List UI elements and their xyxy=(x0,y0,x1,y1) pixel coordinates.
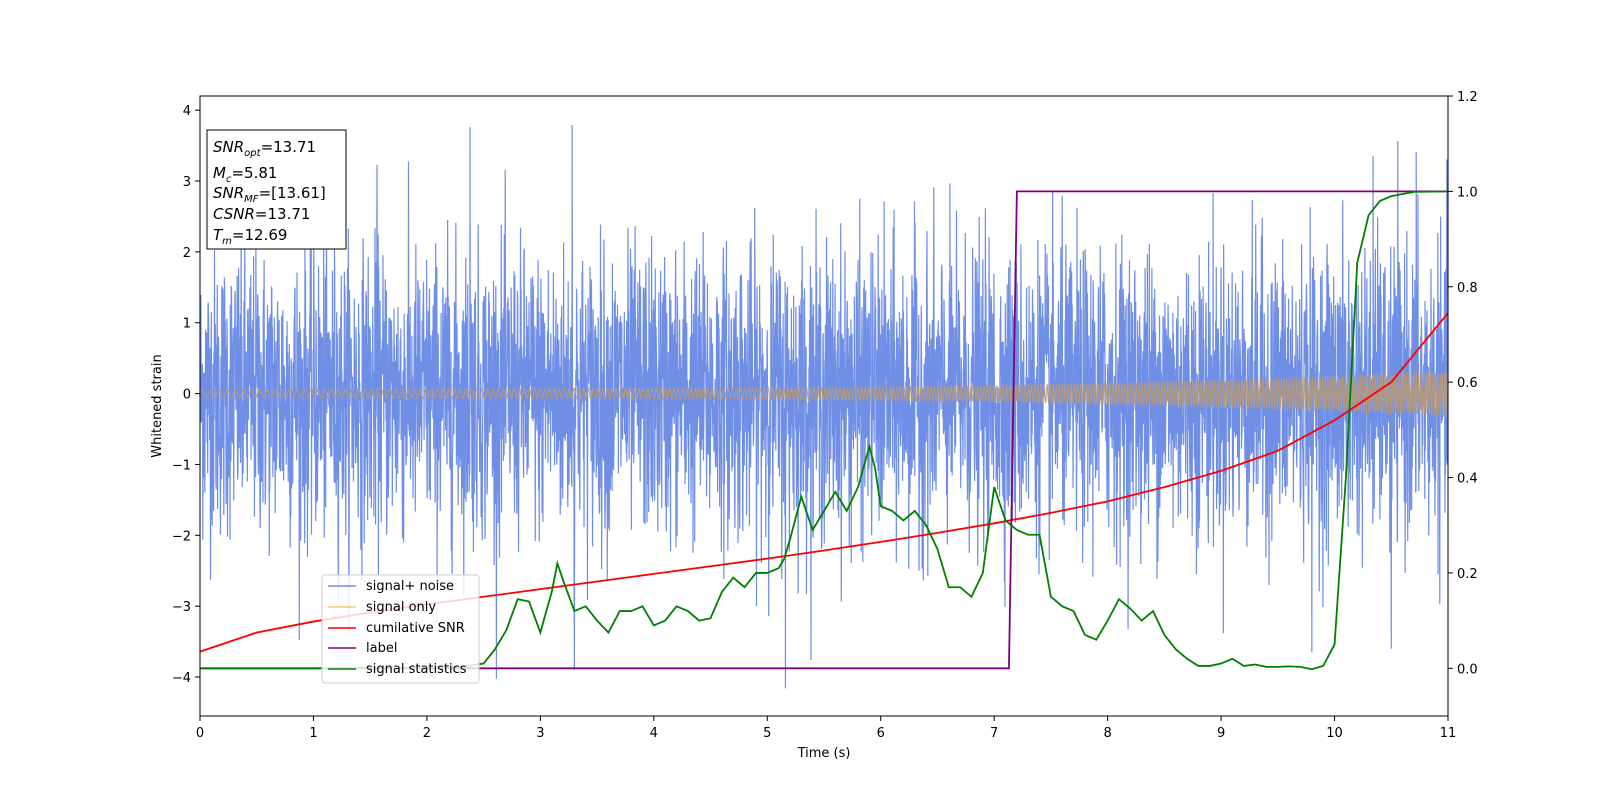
series-signal-statistics xyxy=(200,190,1448,671)
y-tick-label: 0 xyxy=(183,388,191,403)
annotation-snr-mf: SNRMF=[13.61] xyxy=(213,184,326,205)
legend-label-signal-only: signal only xyxy=(366,600,436,615)
x-tick-label: 8 xyxy=(1103,726,1111,741)
x-tick-label: 11 xyxy=(1440,726,1457,741)
y-tick-label: 1 xyxy=(183,317,191,332)
y2-tick-label: 0.6 xyxy=(1457,376,1478,391)
y-axis-ticks: −4 −3 −2 −1 0 1 2 3 4 xyxy=(172,104,200,686)
x-axis-label: Time (s) xyxy=(797,746,851,761)
y2-tick-label: 1.0 xyxy=(1457,185,1478,200)
y2-tick-label: 1.2 xyxy=(1457,90,1478,105)
y2-tick-label: 0.2 xyxy=(1457,567,1478,582)
annotation-frame xyxy=(206,129,347,250)
legend: signal+ noise signal only cumilative SNR… xyxy=(321,574,480,684)
series-signal-only xyxy=(200,371,1448,417)
y2-axis-ticks: 0.0 0.2 0.4 0.6 0.8 1.0 1.2 xyxy=(1448,90,1478,677)
x-tick-label: 7 xyxy=(990,726,998,741)
series-label xyxy=(200,190,1448,670)
y2-tick-label: 0.4 xyxy=(1457,472,1478,487)
legend-label-cumulative-snr: cumilative SNR xyxy=(366,621,465,636)
annotation-box: SNRopt=13.71 Mc=5.81 SNRMF=[13.61] CSNR=… xyxy=(206,129,347,250)
annotation-tm: Tm=12.69 xyxy=(213,226,287,247)
annotation-snr-opt: SNRopt=13.71 xyxy=(213,138,316,159)
legend-label-label: label xyxy=(366,641,397,656)
plot-frame xyxy=(199,95,1449,717)
x-tick-label: 10 xyxy=(1326,726,1343,741)
y-tick-label: 2 xyxy=(183,246,191,261)
y-tick-label: −2 xyxy=(172,529,191,544)
y2-tick-label: 0.0 xyxy=(1457,662,1478,677)
legend-label-signal-noise: signal+ noise xyxy=(366,579,454,594)
annotation-csnr: CSNR=13.71 xyxy=(213,205,310,223)
x-tick-label: 2 xyxy=(423,726,431,741)
x-tick-label: 0 xyxy=(196,726,204,741)
legend-entry-cumulative-snr: cumilative SNR xyxy=(328,621,465,636)
legend-entry-label: label xyxy=(328,641,397,656)
legend-entry-signal-statistics: signal statistics xyxy=(328,662,467,677)
y-tick-label: −3 xyxy=(172,600,191,615)
y-axis-label: Whitened strain xyxy=(150,354,165,457)
y2-tick-label: 0.8 xyxy=(1457,281,1478,296)
y-tick-label: −4 xyxy=(172,671,191,686)
x-tick-label: 4 xyxy=(650,726,658,741)
x-tick-label: 6 xyxy=(877,726,885,741)
legend-entry-signal-noise: signal+ noise xyxy=(328,579,454,594)
annotation-mc: Mc=5.81 xyxy=(213,164,277,185)
legend-frame xyxy=(321,574,480,684)
x-tick-label: 9 xyxy=(1217,726,1225,741)
x-tick-label: 3 xyxy=(536,726,544,741)
x-tick-label: 5 xyxy=(763,726,771,741)
y-tick-label: 3 xyxy=(183,175,191,190)
series-signal-noise xyxy=(200,125,1448,689)
y-tick-label: 4 xyxy=(183,104,191,119)
x-axis-ticks: 0 1 2 3 4 5 6 7 8 9 10 11 xyxy=(196,716,1456,741)
y-tick-label: −1 xyxy=(172,458,191,473)
x-tick-label: 1 xyxy=(309,726,317,741)
legend-label-signal-statistics: signal statistics xyxy=(366,662,467,677)
legend-entry-signal-only: signal only xyxy=(328,600,436,615)
